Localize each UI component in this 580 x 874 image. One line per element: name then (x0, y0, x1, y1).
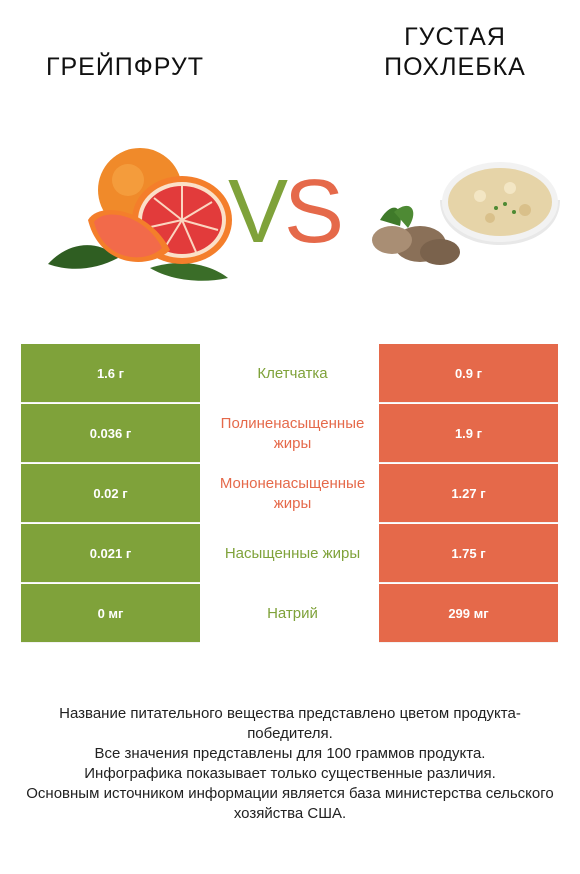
footer-line: Все значения представлены для 100 граммо… (94, 745, 486, 762)
vs-v: V (228, 162, 288, 262)
table-row: 0.036 г Полиненасыщенные жиры 1.9 г (21, 404, 558, 464)
product-left-title: Грейпфрут (45, 53, 205, 81)
right-value: 0.9 г (379, 344, 558, 403)
clam-chowder-icon (372, 162, 560, 265)
left-value: 0 мг (21, 584, 200, 643)
left-value: 0.021 г (21, 524, 200, 583)
hero-illustration (48, 148, 560, 281)
left-value: 0.036 г (21, 404, 200, 463)
grapefruit-icon (48, 148, 232, 281)
left-value: 0.02 г (21, 464, 200, 523)
product-right-title: Густая похлебка (384, 23, 526, 81)
table-row: 0.021 г Насыщенные жиры 1.75 г (21, 524, 558, 584)
table-row: 1.6 г Клетчатка 0.9 г (21, 344, 558, 404)
vs-label: VS (228, 162, 344, 262)
nutrient-name: Полиненасыщенные жиры (200, 404, 379, 463)
vs-s: S (284, 162, 344, 262)
nutrient-name: Натрий (200, 584, 379, 643)
nutrient-name: Мононенасыщенные жиры (200, 464, 379, 523)
table-row: 0 мг Натрий 299 мг (21, 584, 558, 643)
nutrient-name: Клетчатка (200, 344, 379, 403)
table-row: 0.02 г Мононенасыщенные жиры 1.27 г (21, 464, 558, 524)
footer-line: Основным источником информации является … (26, 785, 554, 822)
right-value: 1.75 г (379, 524, 558, 583)
left-value: 1.6 г (21, 344, 200, 403)
right-value: 299 мг (379, 584, 558, 643)
right-value: 1.9 г (379, 404, 558, 463)
nutrient-name: Насыщенные жиры (200, 524, 379, 583)
footer-line: Название питательного вещества представл… (59, 705, 521, 742)
right-value: 1.27 г (379, 464, 558, 523)
footer-notes: Название питательного вещества представл… (20, 704, 560, 824)
comparison-table: 1.6 г Клетчатка 0.9 г 0.036 г Полиненасы… (21, 344, 558, 643)
footer-line: Инфографика показывает только существенн… (84, 765, 496, 782)
